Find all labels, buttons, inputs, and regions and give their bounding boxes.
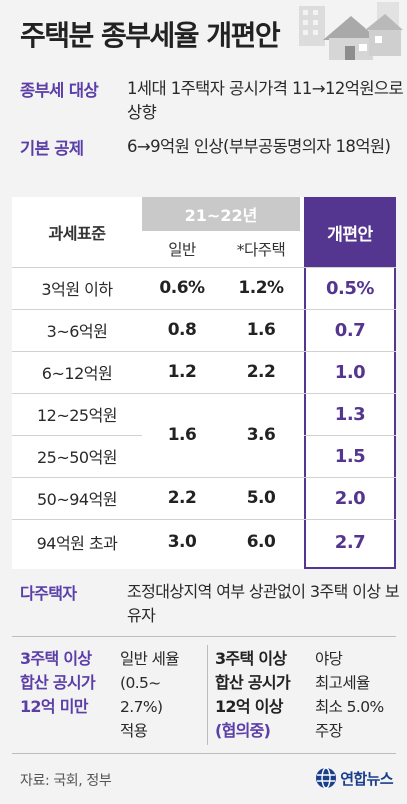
- right-condition-line: 12억 이상: [215, 697, 283, 716]
- tax-rate-table: 과세표준 21~22년 일반 *다주택 개편안 3억원 이하 0.6% 1.2%…: [12, 197, 396, 569]
- divider: [12, 477, 396, 478]
- logo-text: 연합뉴스: [340, 769, 393, 788]
- general-rate: 0.8: [167, 320, 197, 340]
- info-label: 기본 공제: [20, 139, 84, 158]
- multi-rate: 5.0: [246, 488, 276, 508]
- table-header-label: 과세표준: [48, 224, 106, 243]
- divider: [207, 645, 208, 745]
- new-rate: 2.7: [334, 531, 366, 553]
- divider: [12, 435, 142, 436]
- divider: [12, 309, 396, 310]
- row-label: 6~12억원: [41, 364, 113, 383]
- right-condition-line: 합산 공시가: [215, 673, 291, 692]
- multi-rate: 3.6: [246, 425, 276, 445]
- yonhap-logo: 연합뉴스: [315, 766, 394, 790]
- right-result: 야당 최고세율 최소 5.0% 주장: [315, 647, 396, 743]
- info-text: 6→9억원 인상(부부공동명의자 18억원): [127, 137, 391, 156]
- table-header-period: 21~22년: [142, 197, 300, 231]
- new-rate: 0.7: [334, 319, 366, 341]
- bottom-comparison: 3주택 이상 합산 공시가 12억 미만 일반 세율 (0.5~ 2.7%) 적…: [12, 636, 396, 754]
- page-title: 주택분 종부세율 개편안: [20, 19, 281, 52]
- new-rate: 0.5%: [326, 277, 374, 299]
- source-credit: 자료: 국회, 정부: [20, 773, 112, 789]
- divider: [12, 519, 396, 520]
- multi-rate: 1.2%: [238, 278, 284, 298]
- right-condition-line: 3주택 이상: [215, 649, 287, 668]
- left-result-line: 적용: [120, 722, 148, 740]
- right-result-line: 주장: [315, 722, 343, 740]
- multi-rate: 2.2: [246, 362, 276, 382]
- divider: [12, 393, 396, 394]
- left-condition-line: 3주택 이상: [20, 649, 92, 668]
- general-rate: 1.6: [167, 425, 197, 445]
- left-condition: 3주택 이상 합산 공시가 12억 미만: [20, 647, 120, 719]
- left-result-line: 일반 세율: [120, 650, 180, 668]
- new-rate: 1.0: [334, 361, 366, 383]
- general-rate: 3.0: [167, 532, 197, 552]
- left-condition-line: 합산 공시가: [20, 673, 96, 692]
- table-header-new: 개편안: [304, 197, 396, 267]
- right-result-line: 야당: [315, 650, 343, 668]
- new-rate: 2.0: [334, 487, 366, 509]
- info-label: 종부세 대상: [20, 81, 99, 100]
- left-condition-line: 12억 미만: [20, 697, 88, 716]
- divider: [12, 267, 396, 268]
- left-result: 일반 세율 (0.5~ 2.7%) 적용: [120, 647, 206, 743]
- general-rate: 0.6%: [159, 278, 205, 298]
- houses-illustration-icon: [299, 2, 403, 60]
- divider: [12, 351, 396, 352]
- general-rate: 2.2: [167, 488, 197, 508]
- right-result-line: 최고세율: [315, 674, 370, 692]
- table-header-multi: *다주택: [236, 241, 286, 259]
- divider: [304, 435, 396, 436]
- multi-owner-text: 조정대상지역 여부 상관없이 3주택 이상 보유자: [127, 582, 400, 625]
- new-rate: 1.3: [334, 403, 366, 425]
- info-text: 1세대 1주택자 공시가격 11→12억원으로 상향: [127, 79, 404, 122]
- new-column-box: [304, 267, 396, 569]
- row-label: 94억원 초과: [36, 534, 118, 553]
- multi-rate: 6.0: [246, 532, 276, 552]
- yonhap-globe-icon: [316, 767, 337, 789]
- left-result-line: 2.7%): [120, 698, 163, 716]
- row-label: 3억원 이하: [41, 280, 113, 299]
- right-condition-note: (협의중): [215, 721, 271, 740]
- new-rate: 1.5: [334, 445, 366, 467]
- multi-owner-label: 다주택자: [20, 584, 77, 603]
- general-rate: 1.2: [167, 362, 197, 382]
- right-condition: 3주택 이상 합산 공시가 12억 이상 (협의중): [215, 647, 315, 743]
- left-result-line: (0.5~: [120, 674, 161, 692]
- multi-rate: 1.6: [246, 320, 276, 340]
- table-header-general: 일반: [168, 241, 196, 259]
- row-label: 3~6억원: [46, 322, 108, 341]
- row-label: 12~25억원: [36, 406, 118, 425]
- right-result-line: 최소 5.0%: [315, 698, 384, 716]
- row-label: 25~50억원: [36, 448, 118, 467]
- row-label: 50~94억원: [36, 490, 118, 509]
- title-bar: 주택분 종부세율 개편안: [0, 0, 407, 66]
